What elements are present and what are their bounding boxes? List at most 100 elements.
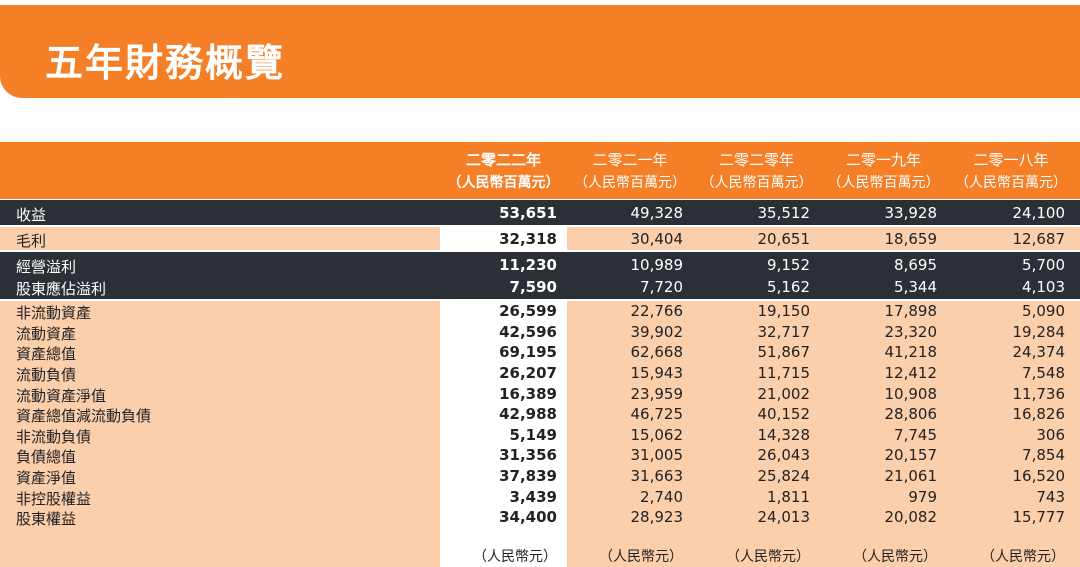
table-row: 毛利 32,318 30,404 20,651 18,659 12,687 bbox=[0, 227, 1080, 250]
row-label: 經營溢利 bbox=[16, 258, 77, 276]
table-section: 毛利 32,318 30,404 20,651 18,659 12,687 bbox=[0, 227, 1080, 250]
cell-value: 28,806 bbox=[884, 405, 938, 424]
table-row: 經營溢利 11,230 10,989 9,152 8,695 5,700 bbox=[0, 254, 1080, 276]
table-section: 非流動資產 26,599 22,766 19,150 17,898 5,090 流動資產 42… bbox=[0, 301, 1080, 567]
cell-value: 31,005 bbox=[630, 446, 684, 465]
table-row: 股東應佔溢利 7,590 7,720 5,162 5,344 4,103 bbox=[0, 276, 1080, 298]
table-row: 股東權益 34,400 28,923 24,013 20,082 15,777 bbox=[0, 507, 1080, 528]
cell-value: 16,520 bbox=[1012, 467, 1066, 486]
cell-value: 26,207 bbox=[499, 364, 557, 383]
row-label: 資產總值 bbox=[16, 345, 77, 364]
cell-value: 32,717 bbox=[757, 322, 811, 341]
cell-value: 42,988 bbox=[499, 405, 557, 424]
table-row: 流動資產淨值 16,389 23,959 21,002 10,908 11,736 bbox=[0, 383, 1080, 405]
cell-value: 35,512 bbox=[757, 203, 811, 222]
cell-value: 10,908 bbox=[884, 384, 938, 403]
table-row: 非流動資產 26,599 22,766 19,150 17,898 5,090 bbox=[0, 301, 1080, 322]
cell-value: 26,043 bbox=[757, 446, 811, 465]
footer-unit: （人民幣元） bbox=[981, 549, 1065, 565]
cell-value: 49,328 bbox=[630, 203, 684, 222]
cell-value: 31,356 bbox=[499, 446, 557, 465]
cell-value: 20,157 bbox=[884, 446, 938, 465]
cell-value: 25,824 bbox=[757, 467, 811, 486]
row-label: 流動負債 bbox=[16, 366, 77, 385]
column-unit: （人民幣百萬元） bbox=[827, 175, 940, 191]
table-row: 資產淨值 37,839 31,663 25,824 21,061 16,520 bbox=[0, 466, 1080, 487]
cell-value: 22,766 bbox=[630, 302, 684, 321]
row-label: 非流動資產 bbox=[16, 304, 92, 323]
highlight-column bbox=[440, 301, 567, 567]
cell-value: 51,867 bbox=[757, 343, 811, 362]
cell-value: 15,943 bbox=[630, 364, 684, 383]
table-row: 資產總值 69,195 62,668 51,867 41,218 24,374 bbox=[0, 342, 1080, 363]
row-label: 負債總值 bbox=[16, 448, 77, 467]
cell-value: 19,150 bbox=[757, 302, 811, 321]
cell-value: 37,839 bbox=[499, 467, 557, 486]
row-label: 非控股權益 bbox=[16, 489, 92, 508]
cell-value: 3,439 bbox=[509, 487, 557, 506]
cell-value: 21,061 bbox=[884, 467, 938, 486]
column-unit: （人民幣百萬元） bbox=[955, 175, 1067, 191]
row-label: 股東應佔溢利 bbox=[16, 280, 107, 298]
cell-value: 41,218 bbox=[884, 343, 938, 362]
cell-value: 2,740 bbox=[640, 487, 683, 506]
table-row: 資產總值減流動負債 42,988 46,725 40,152 28,806 16,826 bbox=[0, 404, 1080, 425]
cell-value: 34,400 bbox=[499, 508, 557, 527]
cell-value: 5,162 bbox=[767, 278, 810, 296]
footer-unit: （人民幣元） bbox=[853, 549, 937, 565]
cell-value: 7,548 bbox=[1022, 364, 1065, 383]
cell-value: 19,284 bbox=[1012, 322, 1066, 341]
cell-value: 979 bbox=[908, 487, 937, 506]
table-section: 收益 53,651 49,328 35,512 33,928 24,100 bbox=[0, 200, 1080, 225]
footer-unit: （人民幣元） bbox=[726, 549, 810, 565]
cell-value: 5,344 bbox=[894, 278, 937, 296]
cell-value: 5,090 bbox=[1022, 302, 1065, 321]
table-section: 經營溢利 11,230 10,989 9,152 8,695 5,700 股東應佔溢利 7,5… bbox=[0, 252, 1080, 299]
cell-value: 28,923 bbox=[630, 508, 684, 527]
cell-value: 10,989 bbox=[630, 256, 684, 274]
cell-value: 53,651 bbox=[499, 203, 557, 222]
footer-unit: （人民幣元） bbox=[599, 549, 683, 565]
cell-value: 5,149 bbox=[509, 425, 557, 444]
column-year: 二零一九年 bbox=[845, 151, 921, 169]
column-year: 二零二一年 bbox=[592, 151, 668, 169]
cell-value: 32,318 bbox=[499, 229, 557, 248]
cell-value: 4,103 bbox=[1022, 278, 1065, 296]
cell-value: 5,700 bbox=[1022, 256, 1065, 274]
cell-value: 30,404 bbox=[630, 229, 684, 248]
cell-value: 17,898 bbox=[884, 302, 938, 321]
cell-value: 24,013 bbox=[757, 508, 811, 527]
footer-unit: （人民幣元） bbox=[473, 549, 557, 565]
row-label: 收益 bbox=[16, 205, 47, 224]
cell-value: 12,687 bbox=[1012, 229, 1066, 248]
table-row: 流動負債 26,207 15,943 11,715 12,412 7,548 bbox=[0, 363, 1080, 384]
cell-value: 7,854 bbox=[1022, 446, 1065, 465]
cell-value: 1,811 bbox=[767, 487, 810, 506]
cell-value: 21,002 bbox=[757, 384, 811, 403]
cell-value: 7,720 bbox=[640, 278, 683, 296]
cell-value: 8,695 bbox=[894, 256, 937, 274]
cell-value: 33,928 bbox=[884, 203, 938, 222]
table-row: 非流動負債 5,149 15,062 14,328 7,745 306 bbox=[0, 425, 1080, 446]
cell-value: 16,826 bbox=[1012, 405, 1066, 424]
cell-value: 743 bbox=[1036, 487, 1065, 506]
column-unit: （人民幣百萬元） bbox=[700, 175, 813, 191]
cell-value: 7,590 bbox=[509, 278, 557, 296]
cell-value: 40,152 bbox=[757, 405, 811, 424]
cell-value: 7,745 bbox=[894, 425, 937, 444]
row-label: 資產總值減流動負債 bbox=[16, 407, 152, 426]
cell-value: 15,777 bbox=[1012, 508, 1066, 527]
cell-value: 42,596 bbox=[499, 322, 557, 341]
row-label: 流動資產淨值 bbox=[16, 386, 107, 405]
title-banner: 五年財務概覽 bbox=[0, 5, 1080, 98]
cell-value: 24,374 bbox=[1012, 343, 1066, 362]
cell-value: 15,062 bbox=[630, 425, 684, 444]
cell-value: 23,959 bbox=[630, 384, 684, 403]
cell-value: 46,725 bbox=[630, 405, 684, 424]
column-year: 二零二二年 bbox=[465, 151, 541, 169]
row-label: 股東權益 bbox=[16, 510, 77, 529]
cell-value: 69,195 bbox=[499, 343, 557, 362]
table-header: 二零二二年 （人民幣百萬元） 二零二一年 （人民幣百萬元） 二零二零年 （人民幣百萬元） 二… bbox=[0, 142, 1080, 199]
table-row: 流動資產 42,596 39,902 32,717 23,320 19,284 bbox=[0, 322, 1080, 343]
